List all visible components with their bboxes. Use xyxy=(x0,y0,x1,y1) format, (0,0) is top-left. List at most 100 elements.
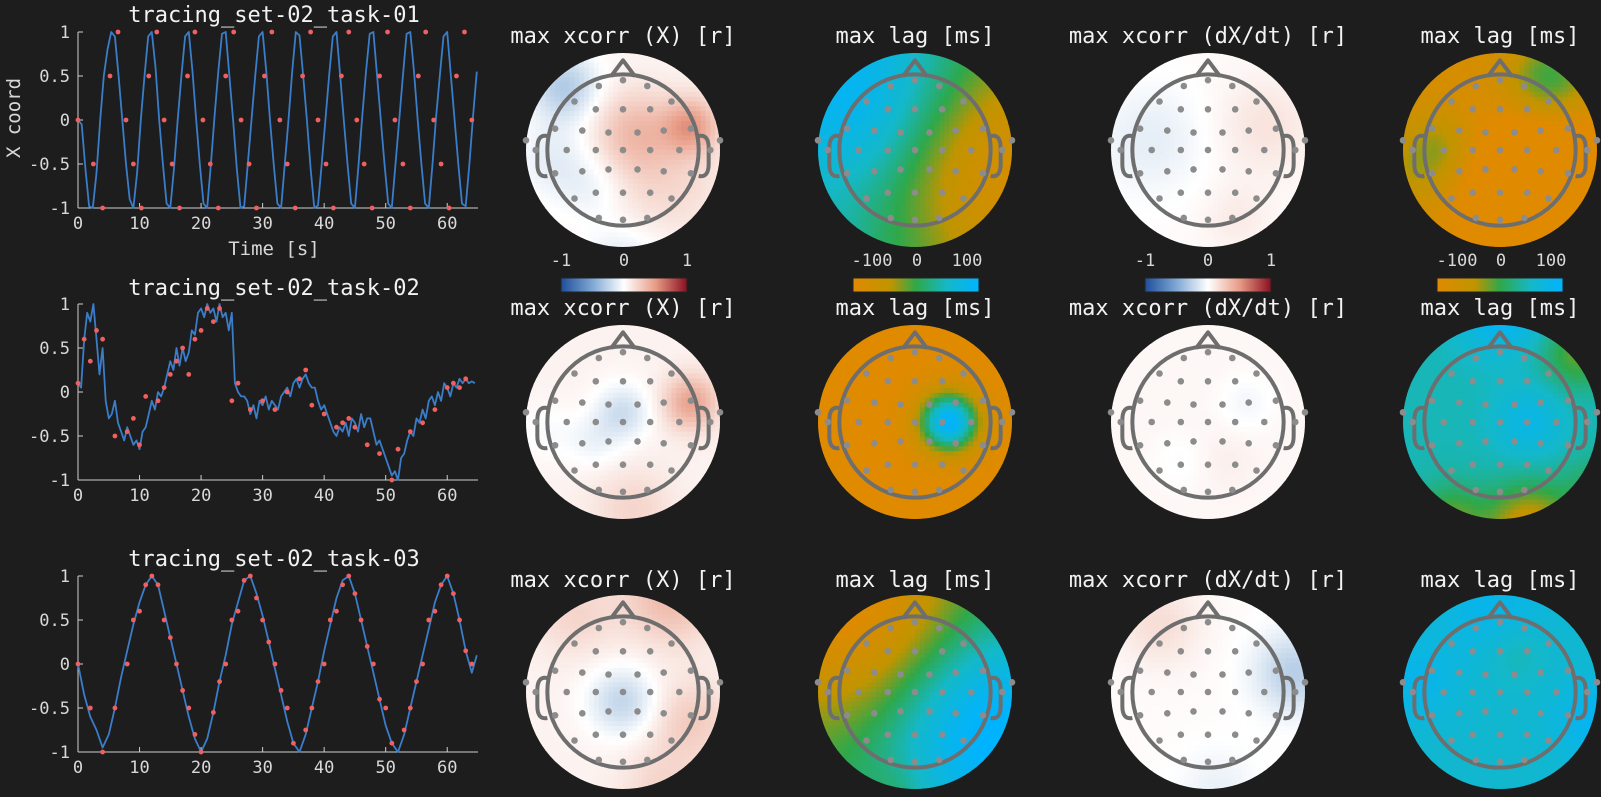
electrode-dot xyxy=(960,195,967,202)
electrode-dot xyxy=(824,688,831,696)
electrode-dot xyxy=(1456,399,1463,406)
colorbar-tick: 1 xyxy=(682,251,692,271)
electrode-dot xyxy=(1219,671,1226,678)
target-point xyxy=(174,358,179,364)
topomap-r1-c3 xyxy=(1107,53,1309,247)
electrode-dot xyxy=(911,378,919,385)
nose xyxy=(1486,600,1514,620)
electrode-dot xyxy=(660,669,667,676)
electrode-dot xyxy=(1253,98,1260,105)
electrode-dot xyxy=(646,688,654,696)
electrode-dot xyxy=(884,648,892,655)
electrode-dot xyxy=(1399,679,1407,686)
electrode-dot xyxy=(938,378,946,385)
target-point xyxy=(123,117,129,123)
electrode-dot xyxy=(1156,640,1163,647)
target-point xyxy=(247,407,253,412)
electrode-dot xyxy=(1180,624,1188,632)
electrode-dot xyxy=(911,76,919,84)
target-point xyxy=(186,372,192,377)
right-ear xyxy=(1283,133,1296,179)
target-point xyxy=(115,29,121,35)
left-ear xyxy=(535,675,548,721)
electrode-dot xyxy=(571,640,578,647)
electrode-dot xyxy=(887,354,895,362)
electrode-dot xyxy=(960,640,967,647)
target-point xyxy=(260,617,266,623)
target-point xyxy=(315,117,321,123)
electrode-dot xyxy=(1472,624,1480,632)
electrode-dot xyxy=(884,189,892,196)
electrode-dot xyxy=(863,640,870,647)
target-point xyxy=(338,73,344,79)
electrode-dot xyxy=(1292,418,1299,426)
electrode-dot xyxy=(687,712,695,719)
colorbar-lag-1: -100 0 100 xyxy=(852,251,982,293)
target-point xyxy=(334,424,339,430)
line-chart-2: 10.50-0.5-10 10 20 30 40 50 60 xyxy=(29,295,478,506)
electrode-dot xyxy=(1564,712,1572,719)
left-ear xyxy=(535,405,548,451)
electrode-dot xyxy=(1564,667,1572,674)
electrode-dot xyxy=(619,418,627,426)
electrode-dot xyxy=(999,146,1006,154)
electrode-dot xyxy=(1008,409,1016,416)
left-ear xyxy=(827,405,840,451)
topomap-field xyxy=(1111,325,1305,519)
electrode-dot xyxy=(605,166,612,173)
electrode-dot xyxy=(926,708,933,715)
electrode-dot xyxy=(911,688,919,696)
target-point xyxy=(200,117,206,123)
electrode-dot xyxy=(968,418,975,426)
electrode-dot xyxy=(1136,667,1144,674)
electrode-dot xyxy=(716,409,724,416)
target-point xyxy=(154,29,160,35)
electrode-dot xyxy=(1261,146,1268,154)
target-point xyxy=(340,582,346,588)
electrode-dot xyxy=(1229,354,1236,362)
target-point xyxy=(469,117,475,123)
electrode-dot xyxy=(1190,129,1197,136)
electrode-dot xyxy=(887,82,895,90)
y-tick-label: -0.5 xyxy=(29,427,70,447)
electrode-dot xyxy=(911,488,919,496)
electrode-dot xyxy=(687,125,695,132)
target-point xyxy=(207,161,213,167)
electrode-dot xyxy=(1180,82,1188,90)
electrode-dot xyxy=(1219,401,1226,408)
colorbar-xcorr-dxdt: -1 0 1 xyxy=(1135,251,1276,293)
target-point xyxy=(284,161,290,167)
electrode-dot xyxy=(960,98,967,105)
electrode-dot xyxy=(707,688,714,696)
y-tick-label: 0 xyxy=(60,111,70,131)
electrode-dot xyxy=(1245,399,1252,406)
electrode-dot xyxy=(1496,146,1504,154)
target-point xyxy=(155,582,161,588)
electrode-dot xyxy=(884,418,892,426)
electrode-dot xyxy=(687,667,695,674)
colorbar-xcorr-x: -1 0 1 xyxy=(551,251,692,293)
target-point xyxy=(223,661,229,667)
electrode-dot xyxy=(1272,712,1280,719)
left-ear xyxy=(1412,675,1425,721)
target-point xyxy=(432,608,438,614)
electrode-dot xyxy=(1008,137,1016,144)
electrode-dot xyxy=(1409,418,1416,426)
target-point xyxy=(254,595,259,601)
electrode-dot xyxy=(592,378,600,385)
electrode-dot xyxy=(952,440,959,447)
electrode-dot xyxy=(938,106,946,113)
target-point xyxy=(137,608,142,614)
electrode-dot xyxy=(1428,667,1436,674)
topo-title-r1-c2: max lag [ms] xyxy=(836,24,995,49)
target-point xyxy=(75,117,81,123)
electrode-dot xyxy=(952,168,959,175)
electrode-dot xyxy=(1136,125,1144,132)
electrode-dot xyxy=(1428,442,1436,449)
electrode-dot xyxy=(911,418,919,426)
electrode-dot xyxy=(646,146,654,154)
electrode-dot xyxy=(1107,409,1115,416)
target-point xyxy=(300,73,306,79)
left-ear xyxy=(1412,405,1425,451)
